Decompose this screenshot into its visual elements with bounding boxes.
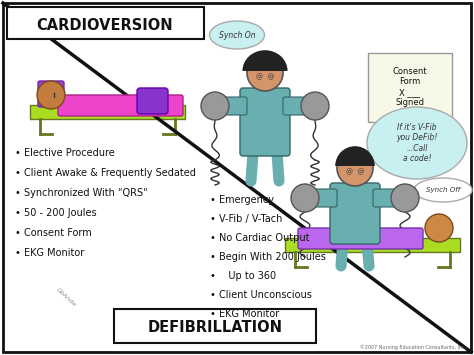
Text: Synch On: Synch On xyxy=(219,31,255,39)
Wedge shape xyxy=(335,146,375,166)
Text: • Elective Procedure: • Elective Procedure xyxy=(15,148,115,158)
FancyBboxPatch shape xyxy=(298,228,423,249)
Text: •    Up to 360: • Up to 360 xyxy=(210,271,276,281)
Text: Synch Off: Synch Off xyxy=(426,187,460,193)
FancyBboxPatch shape xyxy=(368,53,452,122)
FancyBboxPatch shape xyxy=(215,97,247,115)
Text: GbAnda: GbAnda xyxy=(55,287,77,307)
Text: • Emergency: • Emergency xyxy=(210,195,274,205)
Circle shape xyxy=(201,92,229,120)
Text: • Client Awake & Frequently Sedated: • Client Awake & Frequently Sedated xyxy=(15,168,196,178)
Ellipse shape xyxy=(367,107,467,179)
Text: • V-Fib / V-Tach: • V-Fib / V-Tach xyxy=(210,214,283,224)
Text: • Consent Form: • Consent Form xyxy=(15,228,92,238)
Circle shape xyxy=(291,184,319,212)
Circle shape xyxy=(301,92,329,120)
FancyBboxPatch shape xyxy=(330,183,380,244)
Text: • Synchronized With "QRS": • Synchronized With "QRS" xyxy=(15,188,147,198)
Text: • No Cardiac Output: • No Cardiac Output xyxy=(210,233,310,243)
Text: • Begin With 200 Joules: • Begin With 200 Joules xyxy=(210,252,326,262)
Text: @  @: @ @ xyxy=(256,74,274,80)
Circle shape xyxy=(425,214,453,242)
FancyBboxPatch shape xyxy=(58,95,183,116)
Text: • EKG Monitor: • EKG Monitor xyxy=(15,248,84,258)
FancyBboxPatch shape xyxy=(305,189,337,207)
FancyBboxPatch shape xyxy=(137,88,168,114)
Text: CARDIOVERSION: CARDIOVERSION xyxy=(36,17,173,33)
Wedge shape xyxy=(245,51,285,71)
Text: • Client Unconscious: • Client Unconscious xyxy=(210,290,312,300)
FancyBboxPatch shape xyxy=(240,88,290,156)
Text: @  @: @ @ xyxy=(346,169,364,175)
FancyBboxPatch shape xyxy=(7,7,204,39)
FancyBboxPatch shape xyxy=(114,309,316,343)
Bar xyxy=(285,238,460,252)
Circle shape xyxy=(337,150,373,186)
Text: • 50 - 200 Joules: • 50 - 200 Joules xyxy=(15,208,97,218)
Circle shape xyxy=(391,184,419,212)
Text: Consent
Form
X ___
Signed: Consent Form X ___ Signed xyxy=(392,67,428,107)
FancyBboxPatch shape xyxy=(283,97,315,115)
Text: • EKG Monitor: • EKG Monitor xyxy=(210,309,279,319)
FancyBboxPatch shape xyxy=(373,189,405,207)
FancyBboxPatch shape xyxy=(38,81,64,107)
Ellipse shape xyxy=(210,21,264,49)
Ellipse shape xyxy=(414,178,472,202)
Circle shape xyxy=(37,81,65,109)
Circle shape xyxy=(247,55,283,91)
Bar xyxy=(30,105,185,119)
Text: ©2007 Nursing Education Consultants, Inc.: ©2007 Nursing Education Consultants, Inc… xyxy=(360,344,466,350)
Text: DEFIBRILLATION: DEFIBRILLATION xyxy=(147,320,283,334)
Text: If it's V-Fib
you DeFib!
...Call
a code!: If it's V-Fib you DeFib! ...Call a code! xyxy=(396,123,438,163)
